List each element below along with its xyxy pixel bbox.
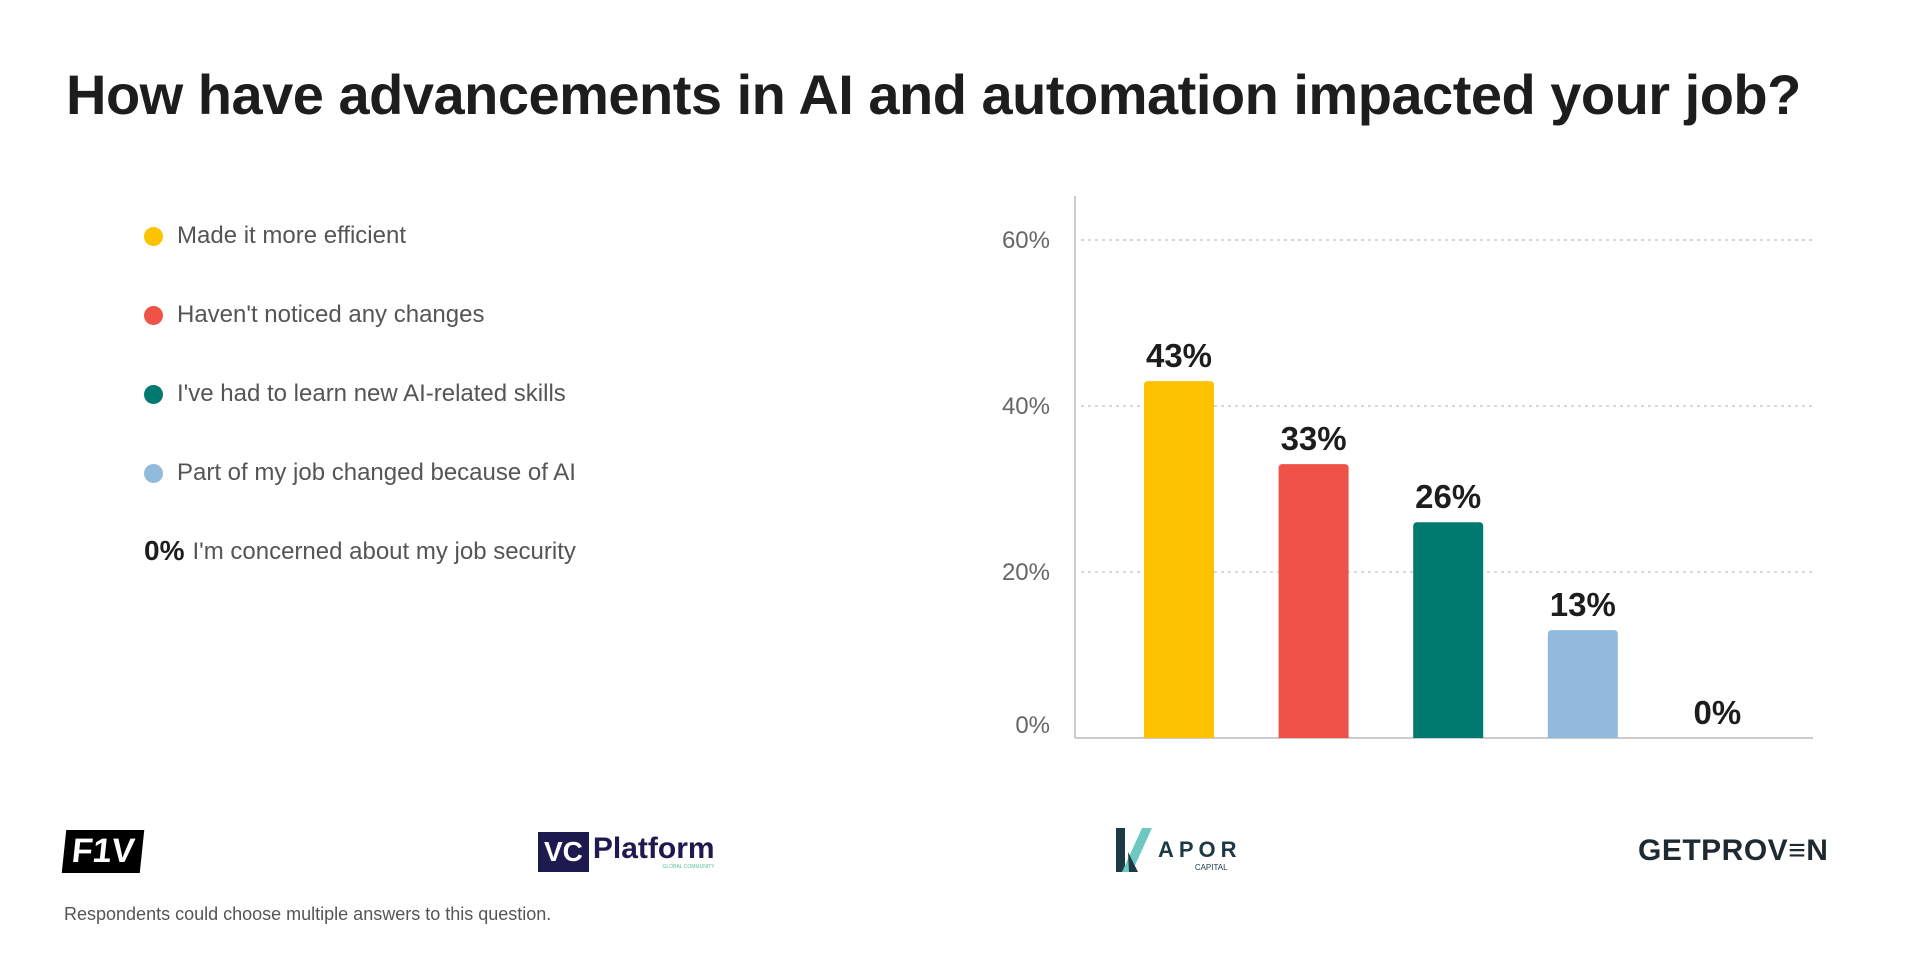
bar: [1144, 381, 1214, 738]
bar: [1278, 464, 1349, 738]
legend-percent: 0%: [144, 535, 185, 566]
legend-dot: [144, 227, 163, 246]
y-tick-label: 20%: [1002, 559, 1050, 586]
f1v-logo: F1V: [61, 830, 145, 873]
data-label: 26%: [1415, 478, 1481, 515]
getproven-logo: GETPROV≡N: [1638, 834, 1829, 867]
kapor-capital-logo: APOR CAPITAL: [1116, 828, 1242, 872]
data-label: 0%: [1694, 694, 1742, 731]
legend-dot: [144, 464, 163, 483]
legend: Made it more efficient Haven't noticed a…: [144, 222, 576, 617]
legend-item: Part of my job changed because of AI: [144, 459, 576, 538]
legend-label: Made it more efficient: [177, 222, 406, 249]
legend-dot: [144, 306, 163, 325]
data-label: 13%: [1550, 586, 1616, 623]
y-tick-label: 60%: [1002, 227, 1050, 254]
vc-platform-logo: VC Platform GLOBAL COMMUNITY: [538, 832, 715, 872]
bar: [1413, 522, 1484, 738]
legend-item: Haven't noticed any changes: [144, 301, 576, 380]
y-tick-label: 40%: [1002, 393, 1050, 420]
legend-label: Part of my job changed because of AI: [177, 459, 576, 486]
legend-item: Made it more efficient: [144, 222, 576, 301]
page-title: How have advancements in AI and automati…: [66, 63, 1801, 126]
bar: [1547, 630, 1618, 738]
y-tick-label: 0%: [1015, 712, 1050, 739]
legend-dot: [144, 385, 163, 404]
legend-label: I've had to learn new AI-related skills: [177, 380, 566, 407]
footnote: Respondents could choose multiple answer…: [64, 904, 552, 924]
legend-item: I've had to learn new AI-related skills: [144, 380, 576, 459]
legend-label: I'm concerned about my job security: [192, 538, 576, 565]
data-label: 33%: [1281, 420, 1347, 457]
legend-item: 0% I'm concerned about my job security: [144, 535, 576, 617]
legend-label: Haven't noticed any changes: [177, 301, 485, 328]
data-label: 43%: [1146, 337, 1212, 374]
